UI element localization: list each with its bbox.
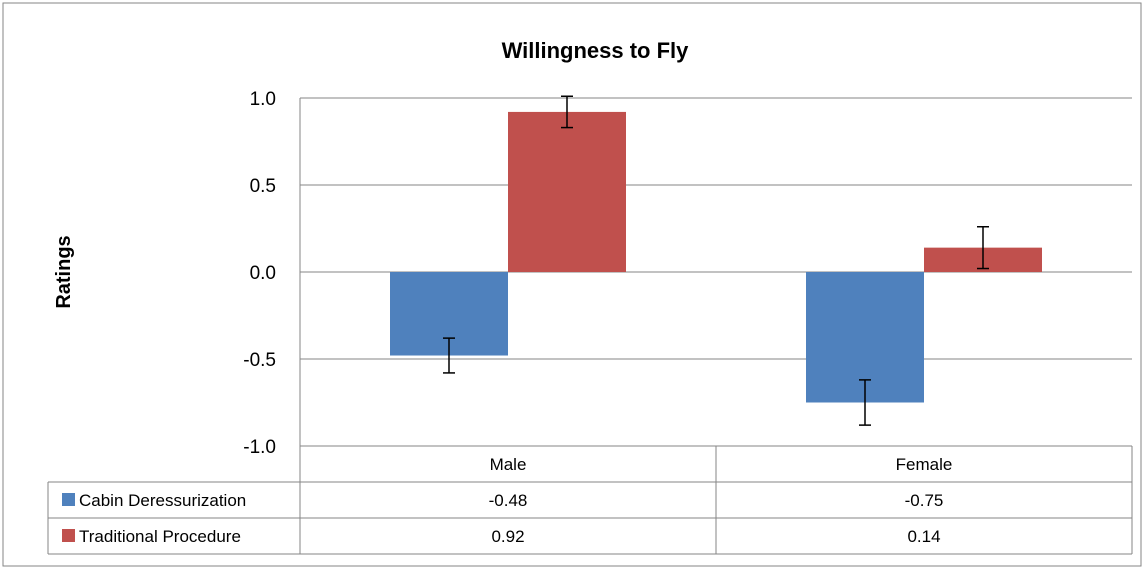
legend-swatch: [62, 493, 75, 506]
y-tick-label: 0.0: [250, 263, 276, 284]
category-label: Female: [896, 455, 953, 474]
category-label: Male: [490, 455, 527, 474]
data-table-value: -0.48: [489, 491, 528, 510]
y-tick-label: 1.0: [250, 89, 276, 110]
legend-swatch: [62, 529, 75, 542]
y-tick-label: -0.5: [243, 350, 276, 371]
error-bars: [443, 95, 989, 426]
data-table-value: 0.14: [907, 527, 940, 546]
y-tick-label: -1.0: [243, 437, 276, 458]
legend-label: Traditional Procedure: [79, 527, 241, 546]
data-table-value: -0.75: [905, 491, 944, 510]
chart-title: Willingness to Fly: [502, 38, 690, 63]
bar: [508, 111, 626, 272]
legend-label: Cabin Deressurization: [79, 491, 246, 510]
y-axis-label: Ratings: [53, 235, 75, 308]
data-table: Male Female Cabin Deressurization -0.48 -0.7…: [47, 446, 1133, 555]
y-tick-label: 0.5: [250, 176, 276, 197]
data-table-value: 0.92: [491, 527, 524, 546]
y-axis-ticks: 1.0 0.5 0.0 -0.5 -1.0: [243, 89, 276, 458]
